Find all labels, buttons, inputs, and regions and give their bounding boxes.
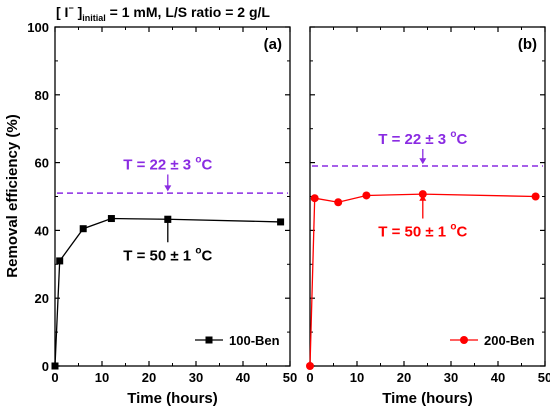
legend-label: 100-Ben — [229, 333, 280, 348]
x-tick-label: 10 — [350, 370, 364, 385]
data-point — [531, 192, 540, 201]
y-tick-label: 100 — [27, 20, 49, 35]
annotation-label: T = 50 ± 1 oC — [123, 245, 212, 264]
data-point — [306, 362, 314, 370]
header-suffix: ] — [74, 4, 83, 20]
x-tick-label: 50 — [538, 370, 550, 385]
header-rest: = 1 mM, L/S ratio = 2 g/L — [106, 4, 271, 20]
y-tick-label: 20 — [35, 291, 49, 306]
data-point — [418, 190, 427, 199]
data-point — [277, 218, 285, 226]
x-axis-label: Time (hours) — [382, 390, 473, 407]
y-tick-label: 80 — [35, 88, 49, 103]
legend-marker — [460, 336, 468, 344]
panel-b: 0 10 20 30 40 50 Time (hours) (b) 200-Ben T = 22 … — [306, 26, 550, 407]
panel-label: (b) — [518, 36, 537, 53]
panel-a: 0 10 20 30 40 50 0 20 40 60 80 100 Time (hours) (a) 10… — [27, 20, 297, 407]
annotation-label: T = 22 ± 3 oC — [123, 154, 212, 173]
series-line — [54, 217, 281, 367]
annotation-arrow-head — [419, 158, 427, 165]
data-point — [362, 191, 371, 200]
data-point — [334, 198, 343, 207]
data-point — [79, 225, 87, 233]
annotation-arrow-head — [164, 185, 172, 192]
x-tick-label: 30 — [189, 370, 203, 385]
x-tick-label: 10 — [95, 370, 109, 385]
y-tick-label: 0 — [42, 359, 49, 374]
data-point — [56, 257, 64, 265]
series-line — [309, 193, 536, 367]
annotation-arrow-head — [419, 194, 427, 201]
x-tick-label: 0 — [306, 370, 313, 385]
data-point — [107, 215, 115, 223]
y-tick-label: 60 — [35, 156, 49, 171]
annotation-label: T = 22 ± 3 oC — [378, 129, 467, 148]
x-tick-label: 40 — [491, 370, 505, 385]
plot-frame — [54, 26, 291, 367]
figure-header: [ I− ]initial = 1 mM, L/S ratio = 2 g/L — [56, 3, 270, 23]
y-tick-label: 40 — [35, 223, 49, 238]
x-tick-label: 40 — [236, 370, 250, 385]
y-axis-label: Removal efficiency (%) — [4, 114, 21, 277]
x-axis-label: Time (hours) — [127, 390, 218, 407]
x-tick-label: 30 — [444, 370, 458, 385]
data-point — [310, 194, 319, 203]
x-tick-label: 20 — [397, 370, 411, 385]
data-point — [51, 362, 59, 370]
annotation-arrow-head — [164, 216, 172, 223]
legend-marker — [205, 336, 213, 344]
header-superscript: − — [68, 3, 73, 13]
x-tick-label: 50 — [283, 370, 297, 385]
annotation-label: T = 50 ± 1 oC — [378, 222, 467, 241]
panel-label: (a) — [264, 36, 282, 53]
x-tick-label: 20 — [142, 370, 156, 385]
legend-label: 200-Ben — [484, 333, 535, 348]
header-subscript: initial — [82, 13, 106, 23]
header-prefix: [ I — [56, 4, 68, 20]
x-tick-label: 0 — [51, 370, 58, 385]
